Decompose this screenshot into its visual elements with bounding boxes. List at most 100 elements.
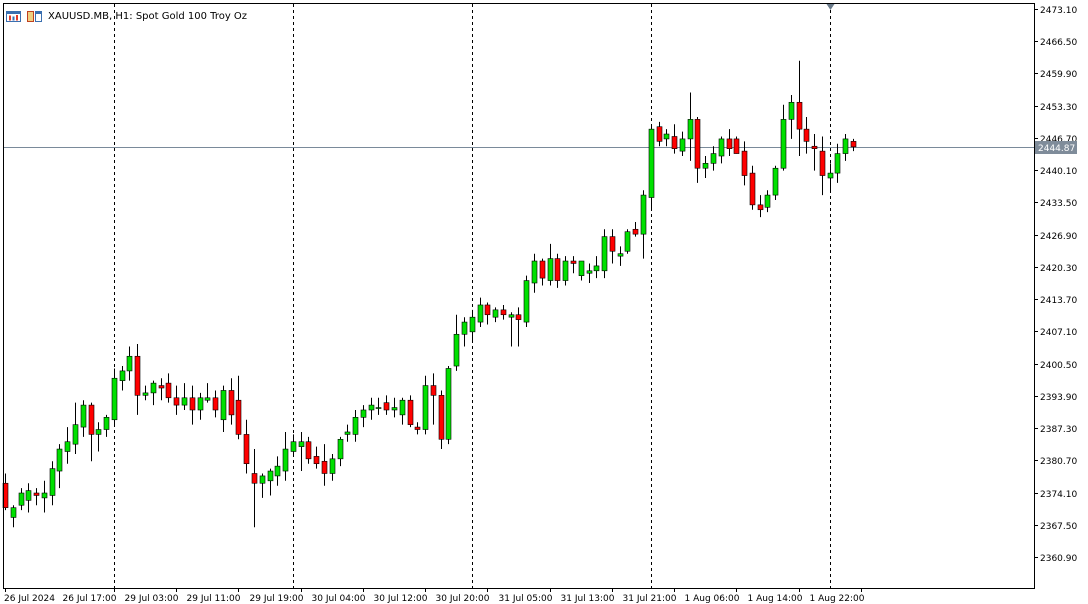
current-price-label-bg xyxy=(1035,141,1077,154)
bull-candle-body xyxy=(344,431,351,435)
candle xyxy=(142,385,149,401)
y-tick-label: 2473.10 xyxy=(1040,6,1077,16)
bear-candle-body xyxy=(796,101,803,130)
candle xyxy=(632,221,639,237)
bull-candle-body xyxy=(368,404,375,411)
bear-candle-body xyxy=(484,304,491,316)
bull-candle-body xyxy=(764,194,771,208)
candle xyxy=(438,390,445,450)
bull-candle-body xyxy=(142,392,149,396)
candle xyxy=(352,409,359,442)
candle xyxy=(663,129,670,147)
bull-candle-body xyxy=(290,441,297,452)
bull-candle-body xyxy=(578,260,585,276)
candle xyxy=(500,304,507,320)
bear-candle-body xyxy=(733,138,740,154)
y-tick-label: 2420.30 xyxy=(1040,264,1077,274)
x-tick-label: 29 Jul 11:00 xyxy=(187,594,241,604)
candle xyxy=(407,395,414,428)
candle xyxy=(492,307,499,323)
candle xyxy=(259,473,266,498)
bull-candle-body xyxy=(274,465,281,477)
bear-candle-body xyxy=(212,397,219,411)
y-tick-label: 2407.10 xyxy=(1040,328,1077,338)
candle xyxy=(788,94,795,139)
candle xyxy=(803,116,810,154)
candle xyxy=(508,312,515,347)
bear-candle-body xyxy=(158,385,165,389)
candle xyxy=(274,456,281,486)
x-tick-label: 30 Jul 12:00 xyxy=(374,594,428,604)
candle xyxy=(18,488,25,511)
current-price-label: 2444.87 xyxy=(1035,141,1077,154)
x-tick-label: 31 Jul 05:00 xyxy=(499,594,553,604)
bull-candle-body xyxy=(624,231,631,252)
bull-candle-body xyxy=(49,468,56,496)
candle xyxy=(827,163,834,193)
bull-candle-body xyxy=(586,270,593,274)
bull-candle-body xyxy=(617,253,624,257)
candle xyxy=(41,480,48,513)
bear-candle-body xyxy=(189,397,196,411)
bull-candle-body xyxy=(718,138,725,157)
bull-candle-body xyxy=(469,316,476,333)
bull-candle-body xyxy=(702,163,709,169)
bull-candle-body xyxy=(772,167,779,196)
bear-candle-body xyxy=(741,150,748,176)
bull-candle-body xyxy=(780,119,787,169)
bear-candle-body xyxy=(515,314,522,320)
candle xyxy=(547,243,554,286)
bull-candle-body xyxy=(679,138,686,152)
bear-candle-body xyxy=(570,260,577,264)
x-tick-label: 31 Jul 21:00 xyxy=(623,594,677,604)
candle xyxy=(679,131,686,157)
bull-candle-body xyxy=(360,409,367,418)
bull-candle-body xyxy=(220,390,227,421)
x-tick-label: 30 Jul 20:00 xyxy=(436,594,490,604)
candle xyxy=(687,92,694,161)
chart-bars-icon[interactable] xyxy=(6,10,21,22)
x-tick-label: 1 Aug 14:00 xyxy=(748,594,803,604)
bull-candle-body xyxy=(181,397,188,406)
bull-candle-body xyxy=(80,404,87,428)
candle xyxy=(251,449,258,528)
bull-candle-body xyxy=(422,385,429,430)
candle xyxy=(126,346,133,381)
bull-candle-body xyxy=(663,133,670,140)
candle xyxy=(329,453,336,481)
y-tick-label: 2433.50 xyxy=(1040,199,1077,209)
bull-candle-body xyxy=(687,119,694,140)
candle xyxy=(64,427,71,464)
x-tick-label: 31 Jul 13:00 xyxy=(561,594,615,604)
bear-candle-body xyxy=(539,260,546,279)
x-tick-label: 29 Jul 03:00 xyxy=(125,594,179,604)
bull-candle-body xyxy=(391,407,398,411)
bear-candle-body xyxy=(811,145,818,149)
time-axis: 26 Jul 2024 26 Jul 17:00 29 Jul 03:00 29 Ju… xyxy=(4,588,865,604)
bull-candle-body xyxy=(827,172,834,179)
bear-candle-body xyxy=(407,399,414,425)
bear-candle-body xyxy=(430,385,437,396)
y-tick-label: 2374.10 xyxy=(1040,490,1077,500)
bear-candle-body xyxy=(173,397,180,406)
candle xyxy=(461,317,468,347)
candle xyxy=(383,395,390,415)
bear-candle-body xyxy=(819,150,826,176)
candle xyxy=(764,190,771,213)
bear-candle-body xyxy=(88,404,95,435)
window-tiles-icon[interactable] xyxy=(27,10,42,22)
candle xyxy=(49,461,56,506)
candle xyxy=(796,60,803,157)
bull-candle-body xyxy=(842,138,849,154)
candle xyxy=(220,385,227,432)
bear-candle-body xyxy=(726,138,733,149)
candle xyxy=(694,116,701,183)
bear-candle-body xyxy=(228,390,235,416)
bear-candle-body xyxy=(383,402,390,411)
x-tick-label: 1 Aug 06:00 xyxy=(685,594,740,604)
candle xyxy=(10,505,17,528)
candle xyxy=(811,134,818,171)
candle xyxy=(601,229,608,279)
